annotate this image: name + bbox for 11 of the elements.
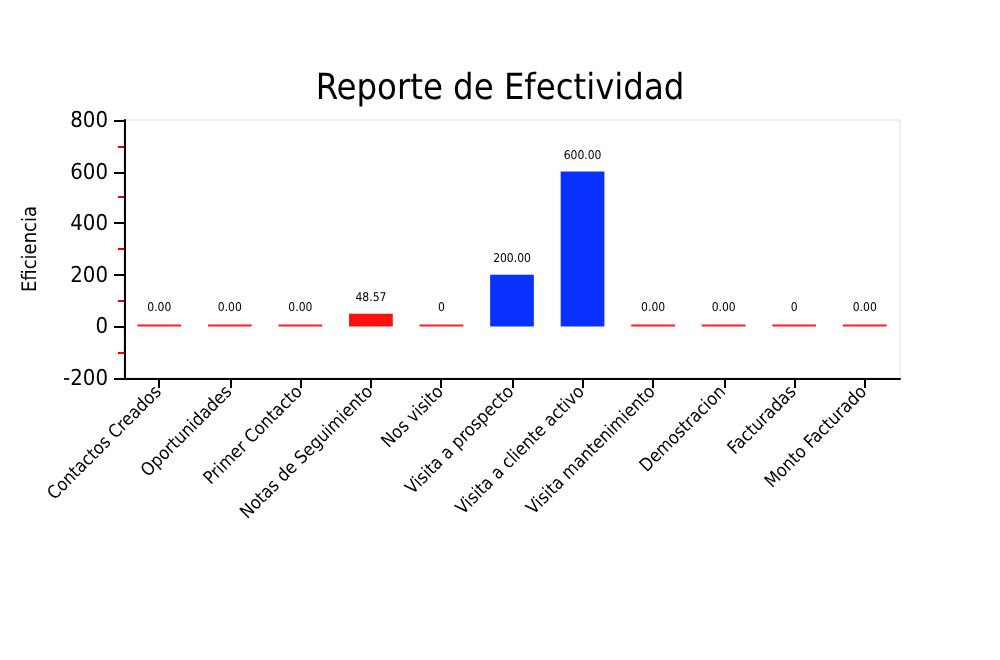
- y-tick-label: 400: [70, 210, 108, 237]
- bar: [349, 313, 393, 327]
- y-tick-label: 600: [70, 158, 108, 185]
- y-tick-label: 200: [70, 261, 108, 288]
- bar: [490, 274, 534, 327]
- bar: [560, 171, 605, 327]
- y-axis-title: Eficiencia: [20, 206, 43, 292]
- chart-title: Reporte de Efectividad: [315, 67, 685, 109]
- y-tick-label: -200: [63, 365, 108, 391]
- y-tick-label: 800: [70, 107, 108, 133]
- y-tick-label: 0: [95, 313, 108, 340]
